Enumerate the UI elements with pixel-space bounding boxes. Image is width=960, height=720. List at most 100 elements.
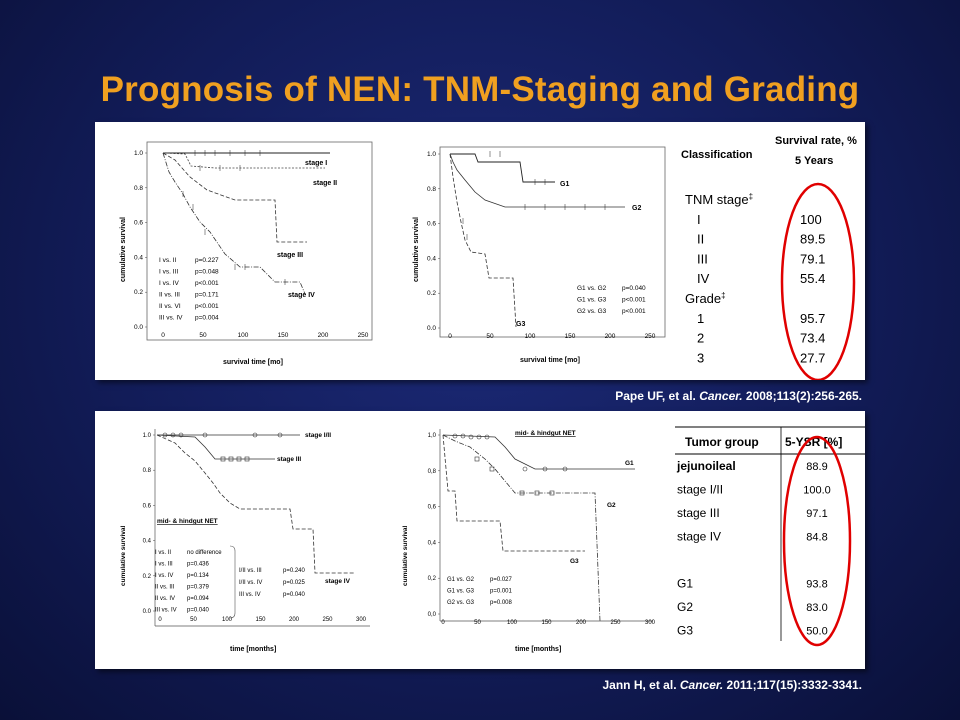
- table-row-value: 79.1: [800, 251, 825, 266]
- label-G1-b: G1: [625, 460, 634, 467]
- plot-tnm-stats: I vs. II p=0.227 I vs. III p=0.048 I vs. IV p…: [159, 257, 219, 322]
- ysr-table: Tumor group 5-YSR [%] jejunoileal 88.9 sta…: [675, 426, 865, 647]
- x-tick-label: 250: [645, 333, 656, 340]
- table-row-label: 1: [697, 311, 704, 326]
- stat-pvalue: p=0.025: [283, 580, 306, 586]
- x-tick-label: 200: [576, 620, 587, 626]
- y-tick-label: 0.8: [427, 186, 436, 193]
- stat-comparison: I vs. IV: [155, 573, 173, 579]
- y-tick-label: 0.6: [427, 221, 436, 228]
- stat-pvalue: p=0.436: [187, 562, 210, 568]
- y-tick-label: 0.6: [143, 503, 152, 509]
- panel2-svg: 0.0 0.2 0.4 0.6 0.8 1.0 0 50 100 150 200 250 300 cu…: [120, 426, 865, 653]
- table-row-value: 55.4: [800, 271, 825, 286]
- y-tick-label: 0.2: [143, 574, 152, 580]
- label-G2: G2: [632, 205, 641, 212]
- y-tick-label: 0.4: [134, 254, 143, 261]
- x-tick-label: 50: [190, 617, 197, 623]
- y-tick-label: 0.8: [134, 185, 143, 192]
- curve-G3: [449, 153, 517, 328]
- label-stage-I: stage I: [305, 160, 327, 167]
- plot-grade-jann: 0,0 0,2 0,4 0,6 0,8 1,0 0 50 100 150 200 250 300 cu…: [402, 429, 656, 653]
- table-row-label: IV: [697, 271, 710, 286]
- stat-pvalue: p=0.379: [187, 585, 210, 591]
- stat-pvalue: p=0.171: [195, 292, 219, 299]
- stat-pvalue: p=0.048: [195, 269, 219, 276]
- y-tick-label: 0.4: [143, 539, 152, 545]
- curve-stage-IV: [162, 152, 306, 295]
- panel1-svg: 0.00.20.40.60.81.0 0 50 100 150 200 250 cumul…: [120, 135, 857, 382]
- stat-pvalue: p=0.094: [187, 596, 210, 602]
- stat-pvalue: p=0.040: [187, 608, 210, 614]
- table2-row-value: 93.8: [806, 579, 827, 591]
- curve-stage-IV: [156, 434, 355, 574]
- y-tick-label: 0.6: [134, 220, 143, 227]
- y-tick-label: 0.0: [427, 325, 436, 332]
- stat-pvalue: p=0.240: [283, 568, 306, 574]
- figure-panel-pape: 0.0 0.2 0.4 0.6 0.8 1.0 0 50 100 150 200 250 cumul…: [95, 122, 865, 382]
- curve-G1: [450, 153, 555, 183]
- stat-comparison: I vs. IV: [159, 280, 180, 287]
- stat-comparison: I/II vs. III: [239, 568, 262, 574]
- stat-comparison: I/II vs. IV: [239, 580, 262, 586]
- stat-pvalue: p<0.001: [622, 308, 646, 315]
- y-tick-label: 1.0: [427, 151, 436, 158]
- y-tick-label: 0,8: [428, 469, 437, 475]
- citation-jann: Jann H, et al. Cancer. 2011;117(15):3332…: [602, 678, 863, 692]
- table2-row-value: 97.1: [806, 508, 827, 520]
- table-row-label: 2: [697, 331, 704, 346]
- x-tick-label: 50: [474, 620, 481, 626]
- label-stage-III-b: stage III: [277, 456, 301, 463]
- table2-col-group: Tumor group: [685, 435, 759, 449]
- table-section-label: Grade‡: [685, 291, 726, 306]
- plot-tnm-ylabel: cumulative survival: [120, 217, 127, 282]
- x-tick-label: 150: [565, 333, 576, 340]
- stat-pvalue: p=0.227: [195, 257, 219, 264]
- table-col-5years: 5 Years: [795, 155, 833, 167]
- x-tick-label: 250: [322, 617, 333, 623]
- stat-comparison: G2 vs. G3: [447, 600, 475, 606]
- plot-stage-xlabel: time [months]: [230, 646, 276, 653]
- x-tick-label: 0: [448, 333, 452, 340]
- table-footnote-mark: ‡: [749, 192, 753, 201]
- x-tick-label: 150: [255, 617, 266, 623]
- table-row-value: 73.4: [800, 331, 825, 346]
- y-tick-label: 0,0: [428, 612, 437, 618]
- table-row-label: II: [697, 232, 704, 247]
- plot-grade2-xlabel: time [months]: [515, 646, 561, 653]
- stat-pvalue: p=0.008: [490, 600, 513, 606]
- table-row-value: 95.7: [800, 311, 825, 326]
- curve-G1-b: [442, 434, 635, 470]
- x-tick-label: 250: [358, 332, 369, 339]
- x-tick-label: 300: [645, 620, 656, 626]
- x-tick-label: 200: [289, 617, 300, 623]
- y-tick-label: 0.2: [427, 290, 436, 297]
- plot-grade-ylabel: cumulative survival: [413, 217, 420, 282]
- highlight-ellipse-2: [782, 435, 852, 647]
- table2-row-label: stage I/II: [677, 483, 723, 497]
- stat-comparison: I vs. III: [159, 269, 178, 276]
- plot-grade: 0.0 0.2 0.4 0.6 0.8 1.0 0 50 100 150 200 250 cumul…: [413, 146, 666, 364]
- label-stage-II: stage II: [313, 180, 337, 187]
- stat-pvalue: p=0.040: [283, 592, 306, 598]
- plot-tnm-stage: 0.0 0.2 0.4 0.6 0.8 1.0 0 50 100 150 200 250 cumul…: [120, 141, 373, 366]
- plot-grade2-ylabel: cumulative survival: [402, 525, 409, 586]
- plot-stage-subtitle: mid- & hindgut NET: [157, 518, 218, 525]
- y-tick-label: 0,4: [428, 540, 437, 546]
- x-tick-label: 150: [278, 332, 289, 339]
- table2-row-label: G3: [677, 624, 693, 638]
- stat-comparison: I vs. II: [155, 550, 171, 556]
- table-row-value: 100: [800, 212, 822, 227]
- plot-stage-jann: 0.0 0.2 0.4 0.6 0.8 1.0 0 50 100 150 200 250 300 cu…: [120, 429, 370, 653]
- survival-table: Classification Survival rate, % 5 Years …: [681, 135, 857, 382]
- label-G2-b: G2: [607, 502, 616, 509]
- x-tick-label: 50: [199, 332, 207, 339]
- y-tick-label: 0.2: [134, 289, 143, 296]
- table2-row-value: 83.0: [806, 602, 827, 614]
- stat-comparison: III vs. IV: [155, 608, 177, 614]
- label-stage-III: stage III: [277, 252, 303, 259]
- stat-comparison: III vs. IV: [159, 315, 183, 322]
- curve-stage-III: [156, 434, 275, 460]
- table2-row-value: 84.8: [806, 532, 827, 544]
- y-tick-label: 0.0: [134, 324, 143, 331]
